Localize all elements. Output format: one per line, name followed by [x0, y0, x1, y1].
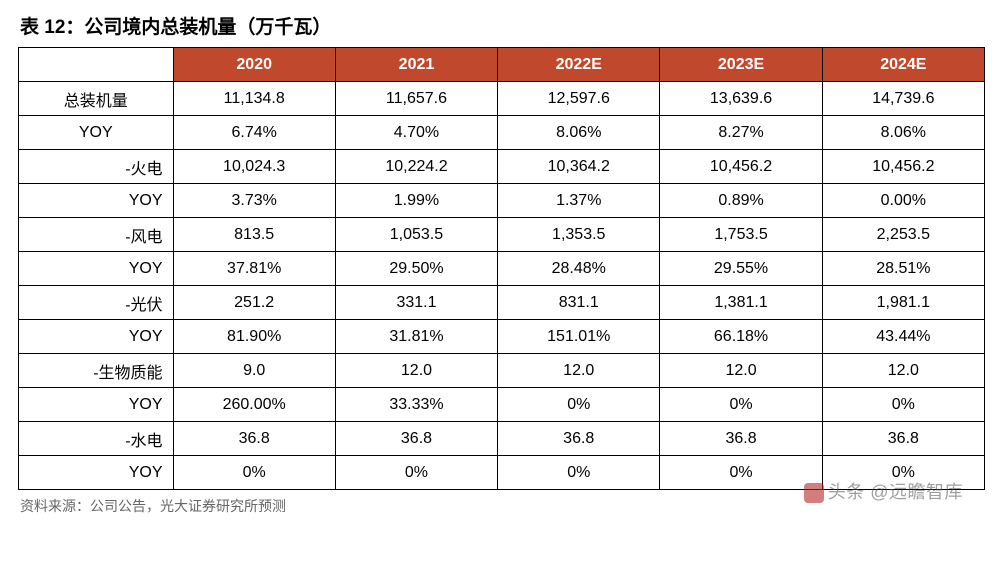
cell: 0%: [660, 456, 822, 490]
cell: 10,224.2: [335, 150, 497, 184]
table-row: 总装机量11,134.811,657.612,597.613,639.614,7…: [19, 82, 985, 116]
cell: 10,456.2: [822, 150, 984, 184]
cell: 36.8: [822, 422, 984, 456]
cell: 0%: [498, 388, 660, 422]
cell: 12.0: [335, 354, 497, 388]
cell: 10,456.2: [660, 150, 822, 184]
col-header: 2024E: [822, 48, 984, 82]
cell: 151.01%: [498, 320, 660, 354]
cell: 11,134.8: [173, 82, 335, 116]
cell: 1.37%: [498, 184, 660, 218]
cell: 1,381.1: [660, 286, 822, 320]
row-label: -火电: [19, 150, 174, 184]
table-title: 表 12：公司境内总装机量（万千瓦）: [18, 12, 985, 39]
cell: 28.51%: [822, 252, 984, 286]
capacity-table: 202020212022E2023E2024E 总装机量11,134.811,6…: [18, 47, 985, 490]
table-row: YOY3.73%1.99%1.37%0.89%0.00%: [19, 184, 985, 218]
table-row: -生物质能9.012.012.012.012.0: [19, 354, 985, 388]
col-header-rowlabel: [19, 48, 174, 82]
source-note: 资料来源：公司公告，光大证券研究所预测: [18, 496, 985, 516]
cell: 14,739.6: [822, 82, 984, 116]
cell: 260.00%: [173, 388, 335, 422]
cell: 36.8: [498, 422, 660, 456]
cell: 31.81%: [335, 320, 497, 354]
cell: 813.5: [173, 218, 335, 252]
cell: 831.1: [498, 286, 660, 320]
cell: 0%: [173, 456, 335, 490]
cell: 12.0: [498, 354, 660, 388]
cell: 10,364.2: [498, 150, 660, 184]
table-row: YOY81.90%31.81%151.01%66.18%43.44%: [19, 320, 985, 354]
col-header: 2022E: [498, 48, 660, 82]
table-row: -风电813.51,053.51,353.51,753.52,253.5: [19, 218, 985, 252]
row-label: -水电: [19, 422, 174, 456]
row-label: -光伏: [19, 286, 174, 320]
cell: 0%: [498, 456, 660, 490]
cell: 251.2: [173, 286, 335, 320]
table-row: YOY0%0%0%0%0%: [19, 456, 985, 490]
cell: 12.0: [660, 354, 822, 388]
cell: 33.33%: [335, 388, 497, 422]
row-label: YOY: [19, 116, 174, 150]
row-label: YOY: [19, 184, 174, 218]
cell: 36.8: [173, 422, 335, 456]
cell: 0.00%: [822, 184, 984, 218]
cell: 0.89%: [660, 184, 822, 218]
table-row: YOY6.74%4.70%8.06%8.27%8.06%: [19, 116, 985, 150]
cell: 37.81%: [173, 252, 335, 286]
cell: 8.27%: [660, 116, 822, 150]
cell: 0%: [822, 388, 984, 422]
cell: 36.8: [335, 422, 497, 456]
table-header-row: 202020212022E2023E2024E: [19, 48, 985, 82]
cell: 1,053.5: [335, 218, 497, 252]
cell: 0%: [822, 456, 984, 490]
cell: 28.48%: [498, 252, 660, 286]
cell: 4.70%: [335, 116, 497, 150]
cell: 12.0: [822, 354, 984, 388]
table-row: -光伏251.2331.1831.11,381.11,981.1: [19, 286, 985, 320]
cell: 13,639.6: [660, 82, 822, 116]
cell: 3.73%: [173, 184, 335, 218]
row-label: YOY: [19, 456, 174, 490]
col-header: 2020: [173, 48, 335, 82]
cell: 0%: [335, 456, 497, 490]
cell: 6.74%: [173, 116, 335, 150]
row-label: YOY: [19, 388, 174, 422]
cell: 12,597.6: [498, 82, 660, 116]
cell: 1,353.5: [498, 218, 660, 252]
table-row: -火电10,024.310,224.210,364.210,456.210,45…: [19, 150, 985, 184]
cell: 8.06%: [822, 116, 984, 150]
cell: 11,657.6: [335, 82, 497, 116]
cell: 331.1: [335, 286, 497, 320]
table-row: YOY260.00%33.33%0%0%0%: [19, 388, 985, 422]
cell: 1.99%: [335, 184, 497, 218]
cell: 66.18%: [660, 320, 822, 354]
cell: 9.0: [173, 354, 335, 388]
cell: 43.44%: [822, 320, 984, 354]
row-label: -生物质能: [19, 354, 174, 388]
cell: 29.50%: [335, 252, 497, 286]
cell: 8.06%: [498, 116, 660, 150]
cell: 29.55%: [660, 252, 822, 286]
table-row: -水电36.836.836.836.836.8: [19, 422, 985, 456]
cell: 1,753.5: [660, 218, 822, 252]
cell: 1,981.1: [822, 286, 984, 320]
row-label: -风电: [19, 218, 174, 252]
col-header: 2021: [335, 48, 497, 82]
row-label: YOY: [19, 320, 174, 354]
cell: 10,024.3: [173, 150, 335, 184]
row-label: YOY: [19, 252, 174, 286]
col-header: 2023E: [660, 48, 822, 82]
cell: 36.8: [660, 422, 822, 456]
row-label: 总装机量: [19, 82, 174, 116]
cell: 2,253.5: [822, 218, 984, 252]
table-row: YOY37.81%29.50%28.48%29.55%28.51%: [19, 252, 985, 286]
cell: 0%: [660, 388, 822, 422]
cell: 81.90%: [173, 320, 335, 354]
